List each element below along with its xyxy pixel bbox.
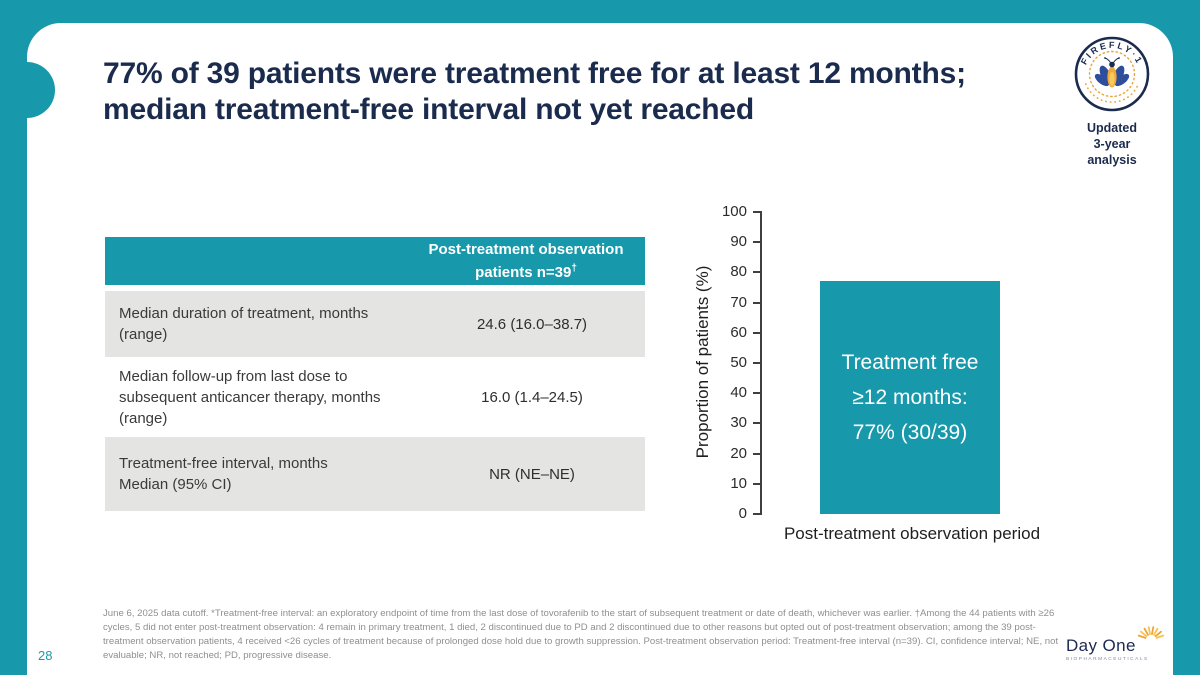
table-header-line-1: Post-treatment observation <box>428 241 624 258</box>
x-axis-label: Post-treatment observation period <box>783 524 1041 543</box>
summary-table: Post-treatment observation patients n=39… <box>105 237 645 511</box>
firefly-badge-icon: FIREFLY·1 <box>1074 36 1150 112</box>
left-notch-decoration <box>0 62 55 118</box>
row-label: Median duration of treatment, months (ra… <box>119 305 369 343</box>
sunburst-icon <box>1137 626 1165 639</box>
table-header-spacer <box>105 237 413 285</box>
table-header-dagger: † <box>571 263 577 274</box>
table-gap <box>105 285 645 291</box>
row-value: NR (NE–NE) <box>489 465 575 483</box>
row-label: Treatment-free interval, months Median (… <box>119 455 328 493</box>
firefly-study-badge: FIREFLY·1 Updated 3-year analysis <box>1072 34 1152 168</box>
table-row: Median follow-up from last dose to subse… <box>105 357 645 437</box>
row-label: Median follow-up from last dose to subse… <box>119 367 381 427</box>
table-header-line-2: patients n=39 <box>475 264 572 281</box>
title-line-1: 77% of 39 patients were treatment free f… <box>103 57 966 90</box>
page-number: 28 <box>38 648 53 663</box>
bar-data-label: Treatment free ≥12 months: 77% (30/39) <box>842 345 979 450</box>
bar-label-line-3: 77% (30/39) <box>852 421 968 445</box>
y-axis-line <box>760 211 762 515</box>
logo-wordmark: Day One <box>1066 636 1136 655</box>
bar-treatment-free: Treatment free ≥12 months: 77% (30/39) <box>820 281 1000 514</box>
row-value: 24.6 (16.0–38.7) <box>476 315 588 333</box>
footnote: June 6, 2025 data cutoff. *Treatment-fre… <box>103 608 1059 661</box>
title-line-2: median treatment-free interval not yet r… <box>103 93 755 126</box>
y-axis-label: Proportion of patients (%) <box>693 265 712 459</box>
table-header-row: Post-treatment observation patients n=39… <box>105 237 645 285</box>
badge-caption: Updated 3-year analysis <box>1072 120 1152 168</box>
table-row: Treatment-free interval, months Median (… <box>105 437 645 511</box>
firefly-icon <box>1094 57 1130 88</box>
page-title: 77% of 39 patients were treatment free f… <box>103 56 966 128</box>
row-value: 16.0 (1.4–24.5) <box>481 388 583 406</box>
bar-label-line-1: Treatment free <box>841 351 979 375</box>
logo-subtext: BIOPHARMACEUTICALS <box>1066 657 1149 662</box>
table-row: Median duration of treatment, months (ra… <box>105 291 645 357</box>
bar-label-line-2: ≥12 months: <box>852 386 968 410</box>
badge-caption-line-2: 3-year analysis <box>1087 137 1137 167</box>
day-one-logo: Day One BIOPHARMACEUTICALS <box>1066 626 1170 662</box>
badge-caption-line-1: Updated <box>1087 121 1137 135</box>
table-header-cell: Post-treatment observation patients n=39… <box>413 237 645 285</box>
